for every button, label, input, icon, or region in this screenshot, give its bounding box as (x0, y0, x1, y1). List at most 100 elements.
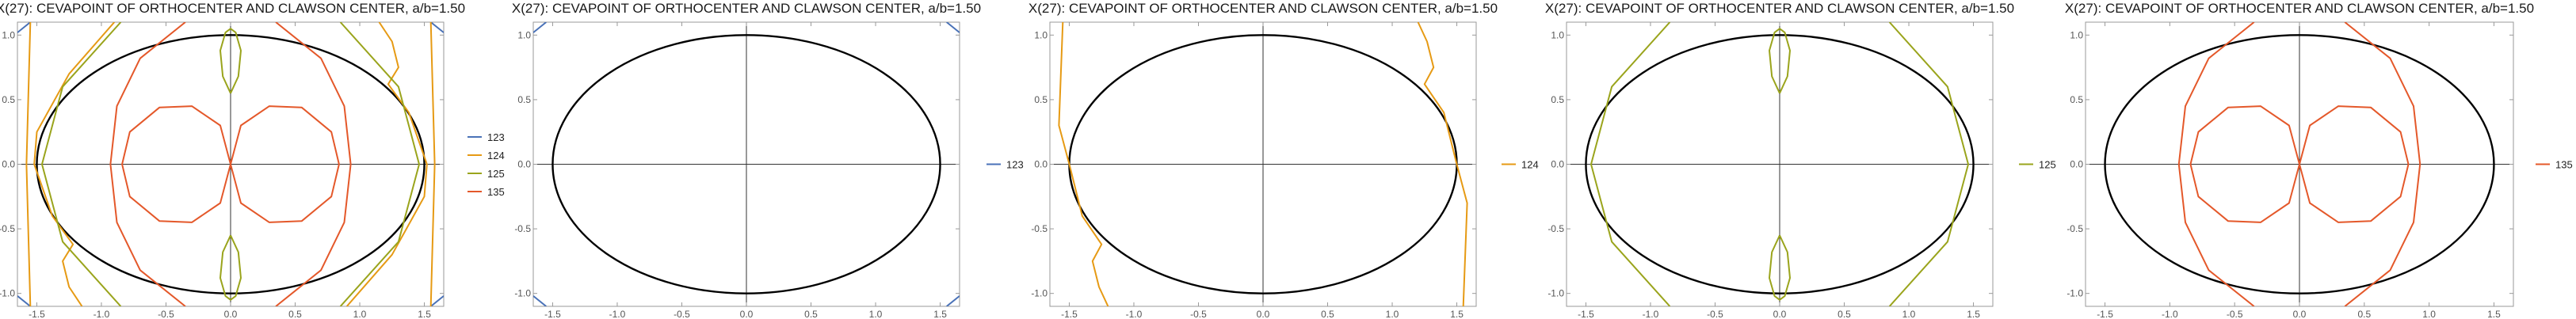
legend-label-124: 124 (1521, 159, 1539, 171)
x-tick-label: 1.5 (1967, 309, 1980, 319)
x-tick-label: 1.0 (1902, 309, 1916, 319)
y-tick-label: 0.5 (1034, 94, 1048, 105)
x-tick-label: 1.5 (418, 309, 431, 319)
x-tick-label: 0.0 (2293, 309, 2307, 319)
x-tick-label: -0.5 (674, 309, 690, 319)
x-tick-label: -0.5 (1707, 309, 1723, 319)
chart-panel-1: X(27): CEVAPOINT OF ORTHOCENTER AND CLAW… (0, 1, 505, 319)
curve-125 (1590, 22, 1671, 306)
x-tick-label: -1.0 (1643, 309, 1659, 319)
curve-135 (2177, 22, 2255, 306)
chart-panel-3: X(27): CEVAPOINT OF ORTHOCENTER AND CLAW… (1028, 1, 1539, 319)
legend-label-135: 135 (2555, 159, 2573, 171)
y-tick-label: -0.5 (1031, 223, 1048, 234)
curve-135 (230, 105, 340, 223)
legend-label-125: 125 (487, 168, 505, 180)
x-tick-label: -1.5 (1578, 309, 1594, 319)
curve-123 (17, 22, 31, 33)
y-tick-label: 1.0 (517, 29, 531, 40)
y-tick-label: -0.5 (2067, 223, 2083, 234)
curve-135 (2299, 105, 2410, 223)
curve-135 (275, 22, 352, 306)
chart-title: X(27): CEVAPOINT OF ORTHOCENTER AND CLAW… (2065, 1, 2534, 16)
x-tick-label: 0.0 (740, 309, 754, 319)
x-tick-label: 1.5 (2487, 309, 2501, 319)
y-tick-label: 1.0 (2, 29, 15, 40)
y-tick-label: -0.5 (0, 223, 15, 234)
y-tick-label: 0.5 (517, 94, 531, 105)
y-tick-label: 0.0 (2, 159, 15, 170)
curve-124 (345, 22, 428, 306)
chart-panel-4: X(27): CEVAPOINT OF ORTHOCENTER AND CLAW… (1545, 1, 2056, 319)
curve-125 (219, 234, 242, 301)
reference-ellipse (1585, 34, 1975, 294)
curves-group (2177, 22, 2421, 306)
curves-group (17, 22, 444, 306)
x-tick-label: 0.0 (1773, 309, 1787, 319)
y-tick-label: 0.0 (517, 159, 531, 170)
curve-125 (1769, 28, 1791, 94)
curve-125 (1888, 22, 1969, 306)
legend-label-124: 124 (487, 150, 505, 161)
legend-label-125: 125 (2039, 159, 2056, 171)
y-tick-label: 1.0 (2070, 29, 2083, 40)
x-tick-label: 1.5 (933, 309, 947, 319)
chart-panel-2: X(27): CEVAPOINT OF ORTHOCENTER AND CLAW… (512, 1, 1024, 319)
curves-group (533, 22, 960, 306)
x-tick-label: 0.5 (1838, 309, 1851, 319)
chart-title: X(27): CEVAPOINT OF ORTHOCENTER AND CLAW… (0, 1, 465, 16)
x-tick-label: 1.0 (1386, 309, 1399, 319)
chart-title: X(27): CEVAPOINT OF ORTHOCENTER AND CLAW… (1545, 1, 2014, 16)
reference-ellipse (2104, 34, 2495, 294)
legend-label-123: 123 (1006, 159, 1024, 171)
x-tick-label: 1.0 (869, 309, 883, 319)
y-tick-label: 0.0 (1551, 159, 1564, 170)
curve-124 (1058, 22, 1109, 306)
chart-panel-5: X(27): CEVAPOINT OF ORTHOCENTER AND CLAW… (2065, 1, 2573, 319)
y-tick-label: 0.0 (1034, 159, 1048, 170)
curves-group (1058, 22, 1468, 306)
curve-135 (109, 22, 186, 306)
y-tick-label: -1.0 (1031, 288, 1048, 299)
curve-125 (1769, 234, 1791, 301)
x-tick-label: -0.5 (2227, 309, 2243, 319)
curve-123 (946, 295, 960, 306)
y-tick-label: -1.0 (514, 288, 531, 299)
x-tick-label: -0.5 (1190, 309, 1207, 319)
reference-ellipse (551, 34, 941, 294)
chart-title: X(27): CEVAPOINT OF ORTHOCENTER AND CLAW… (1028, 1, 1498, 16)
x-tick-label: 0.0 (224, 309, 238, 319)
chart-title: X(27): CEVAPOINT OF ORTHOCENTER AND CLAW… (512, 1, 981, 16)
y-tick-label: -1.0 (0, 288, 15, 299)
y-tick-label: 1.0 (1034, 29, 1048, 40)
x-tick-label: 1.0 (353, 309, 367, 319)
y-tick-label: 0.0 (2070, 159, 2083, 170)
x-tick-label: -1.5 (544, 309, 561, 319)
curve-135 (121, 105, 231, 223)
curve-135 (2189, 105, 2300, 223)
x-tick-label: -1.0 (2162, 309, 2178, 319)
reference-ellipse (36, 34, 426, 294)
curve-124 (25, 22, 32, 306)
curve-123 (533, 22, 547, 33)
y-tick-label: 0.5 (2, 94, 15, 105)
y-tick-label: -1.0 (2067, 288, 2083, 299)
x-tick-label: 1.5 (1450, 309, 1464, 319)
curve-125 (41, 22, 122, 306)
x-tick-label: -1.5 (2097, 309, 2113, 319)
x-tick-label: 1.0 (2422, 309, 2436, 319)
curve-124 (429, 22, 436, 306)
x-tick-label: -1.5 (1061, 309, 1078, 319)
y-tick-label: 0.5 (1551, 94, 1564, 105)
y-tick-label: 0.5 (2070, 94, 2083, 105)
x-tick-label: -1.0 (1126, 309, 1143, 319)
y-tick-label: 1.0 (1551, 29, 1564, 40)
x-tick-label: 0.5 (1321, 309, 1334, 319)
curve-125 (339, 22, 420, 306)
legend-label-135: 135 (487, 186, 505, 198)
x-tick-label: -0.5 (158, 309, 174, 319)
curve-124 (33, 22, 116, 306)
curve-123 (533, 295, 547, 306)
curve-123 (430, 22, 444, 33)
legend-label-123: 123 (487, 131, 505, 143)
